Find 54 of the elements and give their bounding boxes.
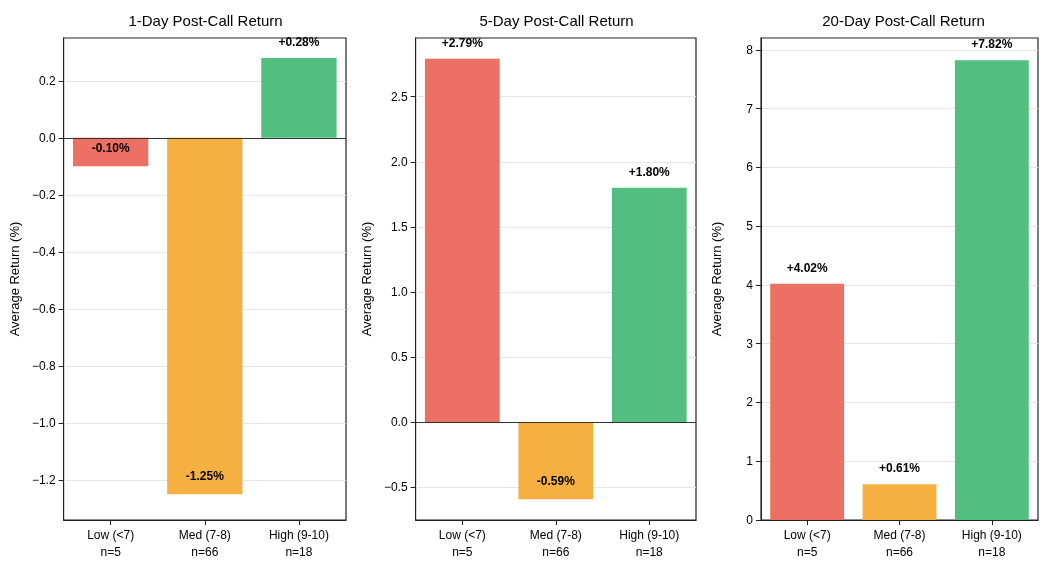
- y-tick-label: 0.5: [390, 350, 408, 365]
- y-tick-label: 7: [746, 101, 754, 116]
- x-tick-label: High (9-10) n=18: [961, 527, 1022, 559]
- x-tick-label: High (9-10) n=18: [619, 527, 680, 559]
- y-tick-label: −0.5: [383, 480, 408, 495]
- y-axis-title: Average Return (%): [7, 221, 22, 337]
- y-tick-label: −0.2: [31, 187, 56, 202]
- y-tick-label: 0: [746, 513, 754, 527]
- x-tick-label: High (9-10) n=18: [268, 527, 329, 559]
- data-label: +4.02%: [786, 260, 829, 275]
- y-tick-label: 0.2: [38, 73, 56, 88]
- bar: [424, 58, 500, 423]
- y-tick-label: 1.0: [390, 285, 408, 300]
- data-label: +7.82%: [971, 37, 1013, 52]
- y-tick-label: 6: [746, 160, 754, 175]
- chart-title: 1-Day Post-Call Return: [128, 12, 283, 29]
- y-tick-label: −0.6: [31, 301, 56, 316]
- data-label: +1.80%: [628, 164, 671, 179]
- bar: [611, 187, 687, 423]
- x-tick-label: Med (7-8) n=66: [873, 527, 926, 559]
- y-tick-label: −0.4: [31, 244, 56, 259]
- y-tick-label: 2.0: [390, 154, 408, 169]
- y-tick-label: 2.5: [390, 89, 408, 104]
- y-tick-label: 0.0: [390, 415, 408, 430]
- x-tick-label: Low (<7) n=5: [87, 527, 135, 559]
- y-tick-label: −0.8: [31, 358, 56, 373]
- data-label: +2.79%: [441, 35, 484, 50]
- y-tick-label: 4: [746, 277, 754, 292]
- y-tick-label: 2: [746, 395, 754, 410]
- bar: [518, 422, 594, 500]
- chart-title: 20-Day Post-Call Return: [822, 12, 985, 29]
- data-label: -1.25%: [185, 469, 225, 484]
- chart-title: 5-Day Post-Call Return: [479, 12, 634, 29]
- x-tick-label: Low (<7) n=5: [438, 527, 486, 559]
- bar: [862, 484, 937, 520]
- data-label: -0.59%: [536, 474, 576, 489]
- data-label: -0.10%: [91, 141, 130, 156]
- y-tick-label: −1.2: [31, 473, 56, 488]
- data-label: +0.61%: [878, 461, 921, 476]
- bar: [770, 283, 845, 520]
- y-tick-label: 1: [746, 454, 754, 469]
- y-tick-label: 1.5: [390, 219, 408, 234]
- x-tick-label: Med (7-8) n=66: [178, 527, 231, 559]
- y-tick-label: 8: [746, 42, 754, 57]
- bar: [954, 60, 1029, 520]
- x-tick-label: Med (7-8) n=66: [529, 527, 582, 559]
- y-tick-label: 5: [746, 219, 754, 234]
- y-tick-label: 0.0: [38, 130, 56, 145]
- x-tick-label: Low (<7) n=5: [783, 527, 831, 559]
- y-axis-title: Average Return (%): [359, 221, 374, 337]
- y-axis-title: Average Return (%): [709, 221, 724, 337]
- y-tick-label: −1.0: [31, 416, 56, 431]
- y-tick-label: 3: [746, 336, 754, 351]
- data-label: +0.28%: [278, 34, 320, 49]
